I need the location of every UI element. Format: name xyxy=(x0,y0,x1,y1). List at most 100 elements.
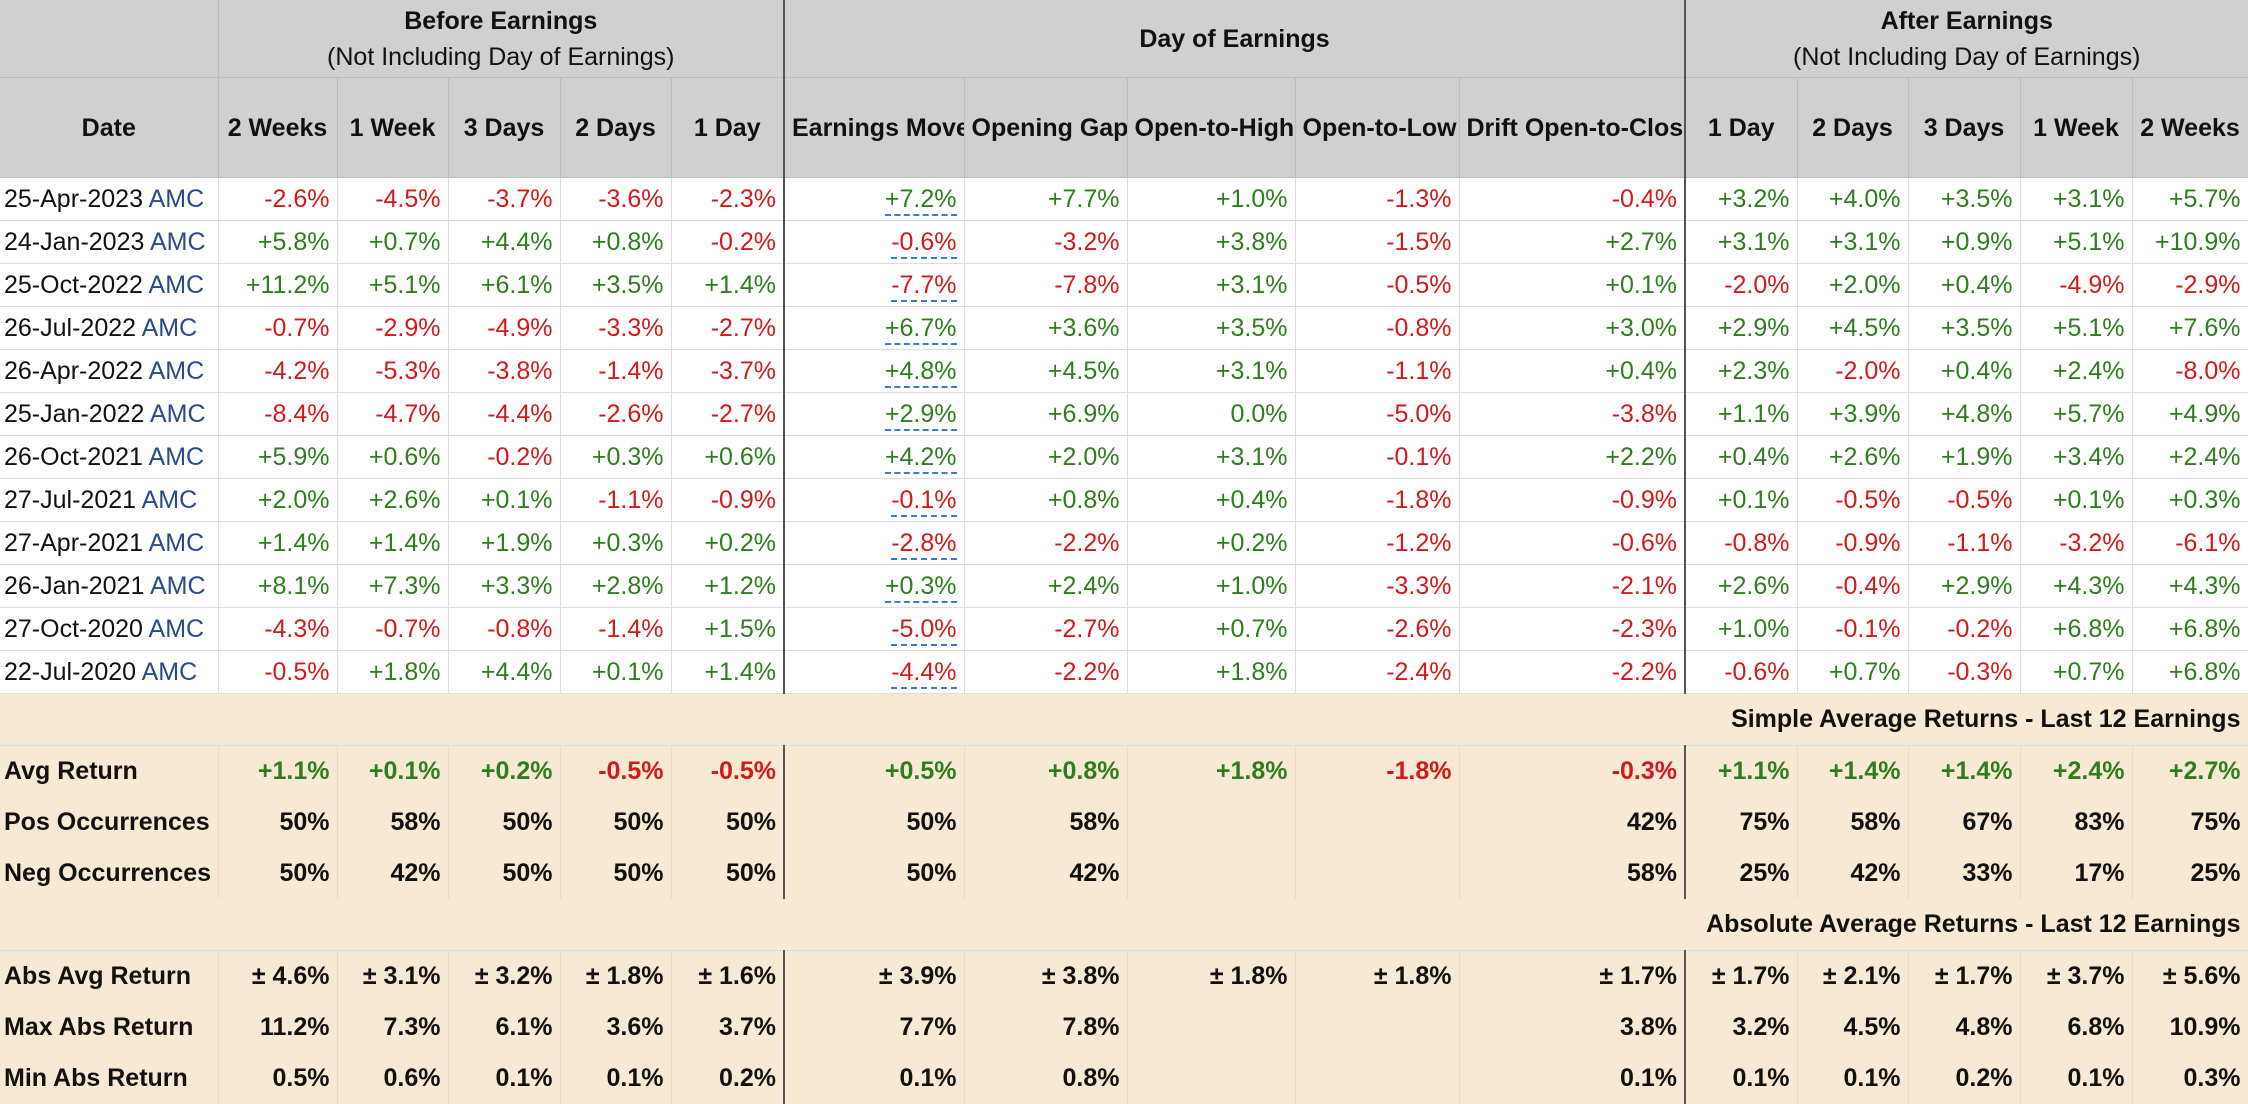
stats-value: 4.8% xyxy=(1908,1002,2021,1053)
ticker-link[interactable]: AMC xyxy=(148,270,205,299)
ticker-link[interactable]: AMC xyxy=(148,184,205,213)
return-cell: -4.9% xyxy=(448,306,561,350)
stats-value: 0.5% xyxy=(218,1053,338,1104)
return-cell: -0.5% xyxy=(1797,478,1909,522)
return-cell: +4.5% xyxy=(1797,306,1909,350)
table-row: 22-Jul-2020 AMC -0.5% +1.8% +4.4% +0.1% +1.4%… xyxy=(0,650,2248,694)
stats-value: 0.2% xyxy=(671,1053,785,1104)
stats-value: +0.2% xyxy=(448,745,561,797)
earnings-move-cell[interactable]: +4.2% xyxy=(784,435,965,479)
earnings-move-cell[interactable]: +7.2% xyxy=(784,177,965,221)
column-header: 1 Week xyxy=(337,77,449,178)
earnings-move-cell[interactable]: -4.4% xyxy=(784,650,965,694)
return-cell: -2.3% xyxy=(1459,607,1686,651)
column-header: Drift Open-to-Close xyxy=(1459,77,1686,178)
return-cell: +6.8% xyxy=(2132,607,2248,651)
earnings-move-value[interactable]: -0.6% xyxy=(891,227,957,259)
ticker-link[interactable]: AMC xyxy=(148,356,205,385)
stats-value xyxy=(1127,797,1296,848)
ticker-link[interactable]: AMC xyxy=(149,399,206,428)
earnings-move-cell[interactable]: -7.7% xyxy=(784,263,965,307)
earnings-move-cell[interactable]: -2.8% xyxy=(784,521,965,565)
return-cell: +2.0% xyxy=(964,435,1128,479)
return-cell: -2.3% xyxy=(671,177,785,221)
stats-value: ± 1.6% xyxy=(671,950,785,1002)
return-cell: +5.1% xyxy=(2020,306,2133,350)
ticker-link[interactable]: AMC xyxy=(141,657,198,686)
return-cell: +3.0% xyxy=(1459,306,1686,350)
stats-value: 50% xyxy=(671,797,785,848)
stats-value: ± 4.6% xyxy=(218,950,338,1002)
return-cell: -0.4% xyxy=(1797,564,1909,608)
return-cell: +1.8% xyxy=(337,650,449,694)
stats-value xyxy=(1127,1053,1296,1104)
earnings-move-value[interactable]: +6.7% xyxy=(884,313,957,345)
return-cell: -3.7% xyxy=(671,349,785,393)
ticker-link[interactable]: AMC xyxy=(141,313,198,342)
column-header: 2 Days xyxy=(1797,77,1909,178)
after-earnings-header: After Earnings (Not Including Day of Ear… xyxy=(1685,0,2248,78)
return-cell: -2.0% xyxy=(1797,349,1909,393)
stats-value: ± 2.1% xyxy=(1797,950,1909,1002)
table-row: 27-Oct-2020 AMC -4.3% -0.7% -0.8% -1.4% +1.5%… xyxy=(0,607,2248,651)
stats-row: Max Abs Return 11.2% 7.3% 6.1% 3.6% 3.7% 7.7% 7… xyxy=(0,1002,2248,1053)
ticker-link[interactable]: AMC xyxy=(148,528,205,557)
ticker-link[interactable]: AMC xyxy=(148,442,205,471)
ticker-link[interactable]: AMC xyxy=(141,485,198,514)
earnings-move-value[interactable]: +2.9% xyxy=(884,399,957,431)
date-cell: 26-Apr-2022 AMC xyxy=(0,349,219,393)
return-cell: +2.6% xyxy=(1685,564,1798,608)
stats-value: 58% xyxy=(337,797,449,848)
return-cell: -2.6% xyxy=(218,177,338,221)
ticker-link[interactable]: AMC xyxy=(149,227,206,256)
stats-value: 0.1% xyxy=(1797,1053,1909,1104)
ticker-link[interactable]: AMC xyxy=(148,614,205,643)
earnings-move-value[interactable]: -5.0% xyxy=(891,614,957,646)
earnings-move-cell[interactable]: -0.6% xyxy=(784,220,965,264)
stats-value: ± 1.7% xyxy=(1459,950,1686,1002)
stats-value: ± 1.8% xyxy=(1295,950,1460,1002)
return-cell: -2.7% xyxy=(964,607,1128,651)
earnings-date: 26-Jan-2021 xyxy=(4,571,145,600)
absolute-average-section-header: Absolute Average Returns - Last 12 Earni… xyxy=(0,899,2248,951)
stats-value: ± 1.7% xyxy=(1908,950,2021,1002)
stats-value: 0.1% xyxy=(448,1053,561,1104)
before-earnings-subtitle: (Not Including Day of Earnings) xyxy=(327,42,675,71)
earnings-move-cell[interactable]: +6.7% xyxy=(784,306,965,350)
date-cell: 24-Jan-2023 AMC xyxy=(0,220,219,264)
ticker-link[interactable]: AMC xyxy=(149,571,206,600)
earnings-move-cell[interactable]: +0.3% xyxy=(784,564,965,608)
earnings-move-value[interactable]: +7.2% xyxy=(884,184,957,216)
column-header: 2 Weeks xyxy=(218,77,338,178)
earnings-move-value[interactable]: +0.3% xyxy=(884,571,957,603)
return-cell: -1.8% xyxy=(1295,478,1460,522)
earnings-move-value[interactable]: +4.2% xyxy=(884,442,957,474)
earnings-move-cell[interactable]: -0.1% xyxy=(784,478,965,522)
stats-value xyxy=(1295,797,1460,848)
earnings-move-cell[interactable]: +4.8% xyxy=(784,349,965,393)
stats-value: 67% xyxy=(1908,797,2021,848)
stats-value: 0.6% xyxy=(337,1053,449,1104)
earnings-move-cell[interactable]: -5.0% xyxy=(784,607,965,651)
stats-value: 50% xyxy=(448,797,561,848)
stats-value: -0.5% xyxy=(671,745,785,797)
return-cell: +2.9% xyxy=(1908,564,2021,608)
stats-label: Neg Occurrences xyxy=(0,848,219,899)
simple-average-section-header: Simple Average Returns - Last 12 Earning… xyxy=(0,693,2248,746)
return-cell: +0.3% xyxy=(2132,478,2248,522)
earnings-move-cell[interactable]: +2.9% xyxy=(784,392,965,436)
return-cell: +7.6% xyxy=(2132,306,2248,350)
stats-value: ± 5.6% xyxy=(2132,950,2248,1002)
earnings-move-value[interactable]: -4.4% xyxy=(891,657,957,689)
return-cell: +3.5% xyxy=(560,263,672,307)
return-cell: -0.6% xyxy=(1459,521,1686,565)
return-cell: +1.9% xyxy=(1908,435,2021,479)
stats-value: 75% xyxy=(2132,797,2248,848)
return-cell: -0.5% xyxy=(1908,478,2021,522)
earnings-move-value[interactable]: +4.8% xyxy=(884,356,957,388)
earnings-move-value[interactable]: -2.8% xyxy=(891,528,957,560)
stats-value: 0.1% xyxy=(1685,1053,1798,1104)
earnings-move-value[interactable]: -0.1% xyxy=(891,485,957,517)
return-cell: +11.2% xyxy=(218,263,338,307)
earnings-move-value[interactable]: -7.7% xyxy=(891,270,957,302)
